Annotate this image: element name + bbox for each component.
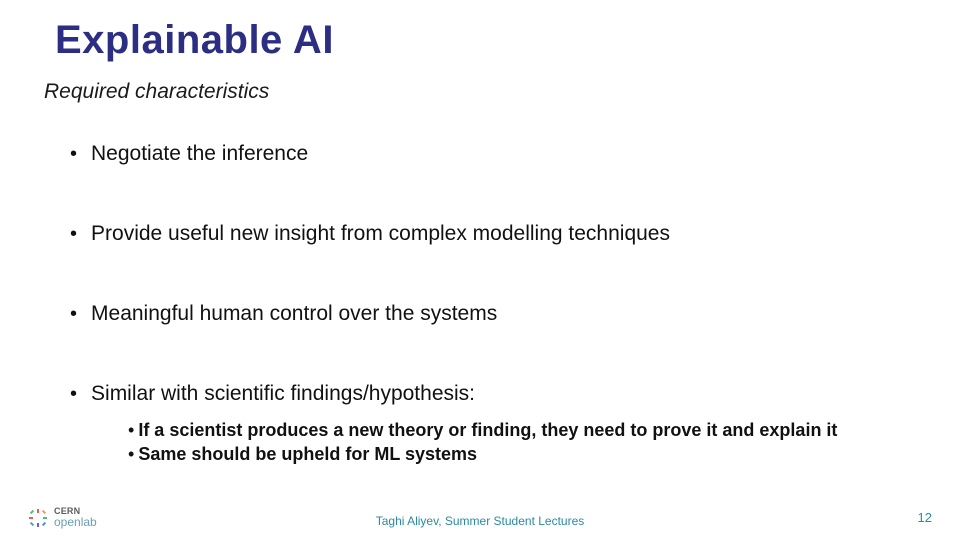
page-title: Explainable AI	[55, 18, 334, 63]
bullet-text: Similar with scientific findings/hypothe…	[91, 380, 475, 408]
bullet-icon: •	[70, 300, 77, 328]
bullet-text: Meaningful human control over the system…	[91, 300, 497, 328]
bullet-list: • Negotiate the inference • Provide usef…	[70, 140, 900, 466]
cern-openlab-logo: CERN openlab	[28, 507, 97, 528]
page-number: 12	[918, 510, 932, 525]
subtitle: Required characteristics	[44, 80, 269, 104]
bullet-text: Negotiate the inference	[91, 140, 308, 168]
sub-bullet-list: • If a scientist produces a new theory o…	[128, 418, 900, 466]
bullet-icon: •	[70, 220, 77, 248]
list-item: • Negotiate the inference	[70, 140, 900, 168]
bullet-icon: •	[128, 442, 134, 466]
logo-text: CERN openlab	[54, 507, 97, 528]
sub-bullet-text: Same should be upheld for ML systems	[138, 442, 477, 466]
list-item: • If a scientist produces a new theory o…	[128, 418, 900, 442]
bullet-icon: •	[70, 140, 77, 168]
bullet-icon: •	[128, 418, 134, 442]
slide: Explainable AI Required characteristics …	[0, 0, 960, 540]
list-item: • Provide useful new insight from comple…	[70, 220, 900, 248]
bullet-text: Provide useful new insight from complex …	[91, 220, 670, 248]
list-item: • Similar with scientific findings/hypot…	[70, 380, 900, 408]
bullet-icon: •	[70, 380, 77, 408]
logo-openlab-label: openlab	[54, 516, 97, 528]
list-item: • Same should be upheld for ML systems	[128, 442, 900, 466]
sub-bullet-text: If a scientist produces a new theory or …	[138, 418, 837, 442]
openlab-mark-icon	[28, 508, 48, 528]
footer-author: Taghi Aliyev, Summer Student Lectures	[376, 514, 585, 528]
list-item: • Meaningful human control over the syst…	[70, 300, 900, 328]
